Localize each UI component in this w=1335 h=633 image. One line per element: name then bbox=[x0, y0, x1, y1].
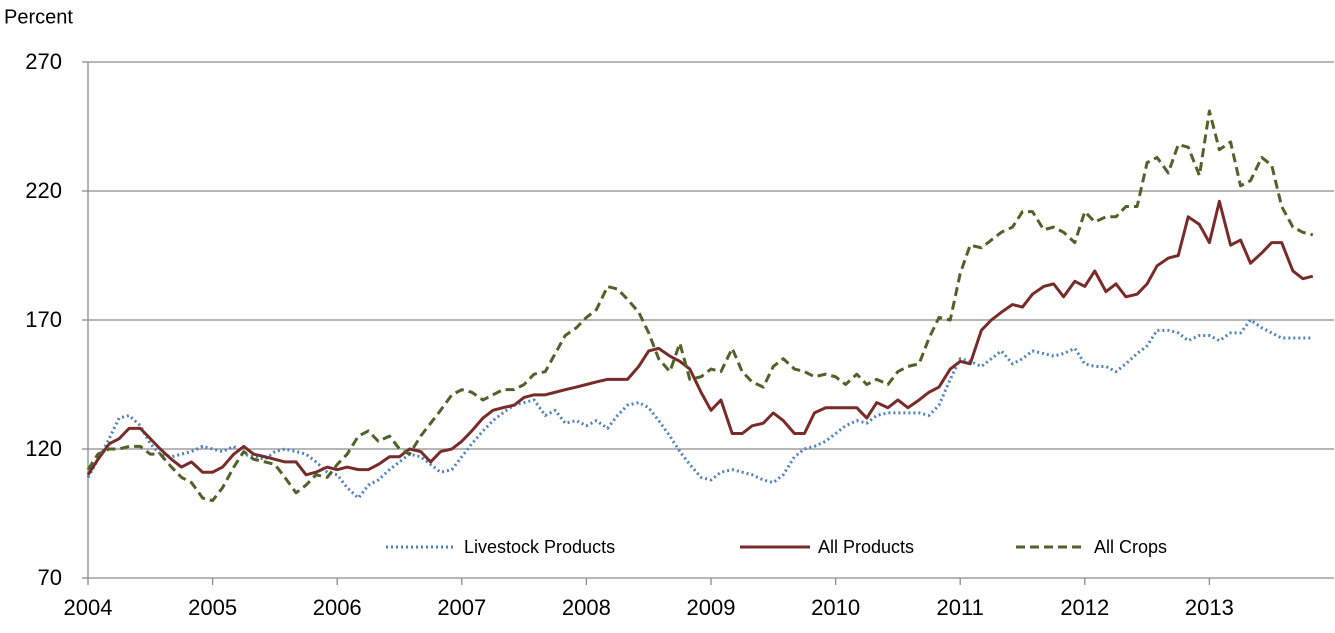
y-tick-label: 70 bbox=[38, 565, 62, 590]
y-tick-label: 220 bbox=[25, 178, 62, 203]
x-tick-label: 2013 bbox=[1185, 595, 1234, 620]
series-line bbox=[86, 109, 1314, 503]
legend-label: Livestock Products bbox=[464, 537, 615, 557]
x-tick-label: 2009 bbox=[687, 595, 736, 620]
legend-label: All Products bbox=[818, 537, 914, 557]
y-axis-label: Percent bbox=[4, 6, 73, 28]
y-tick-label: 170 bbox=[25, 307, 62, 332]
y-tick-label: 120 bbox=[25, 436, 62, 461]
x-tick-label: 2012 bbox=[1060, 595, 1109, 620]
x-tick-label: 2005 bbox=[188, 595, 237, 620]
y-tick-label: 270 bbox=[25, 49, 62, 74]
x-tick-label: 2006 bbox=[313, 595, 362, 620]
x-tick-label: 2010 bbox=[811, 595, 860, 620]
x-tick-label: 2004 bbox=[64, 595, 113, 620]
series-line bbox=[86, 318, 1313, 500]
series-line bbox=[86, 199, 1314, 477]
legend-label: All Crops bbox=[1094, 537, 1167, 557]
x-tick-label: 2008 bbox=[562, 595, 611, 620]
x-tick-label: 2007 bbox=[437, 595, 486, 620]
x-tick-label: 2011 bbox=[937, 595, 984, 620]
